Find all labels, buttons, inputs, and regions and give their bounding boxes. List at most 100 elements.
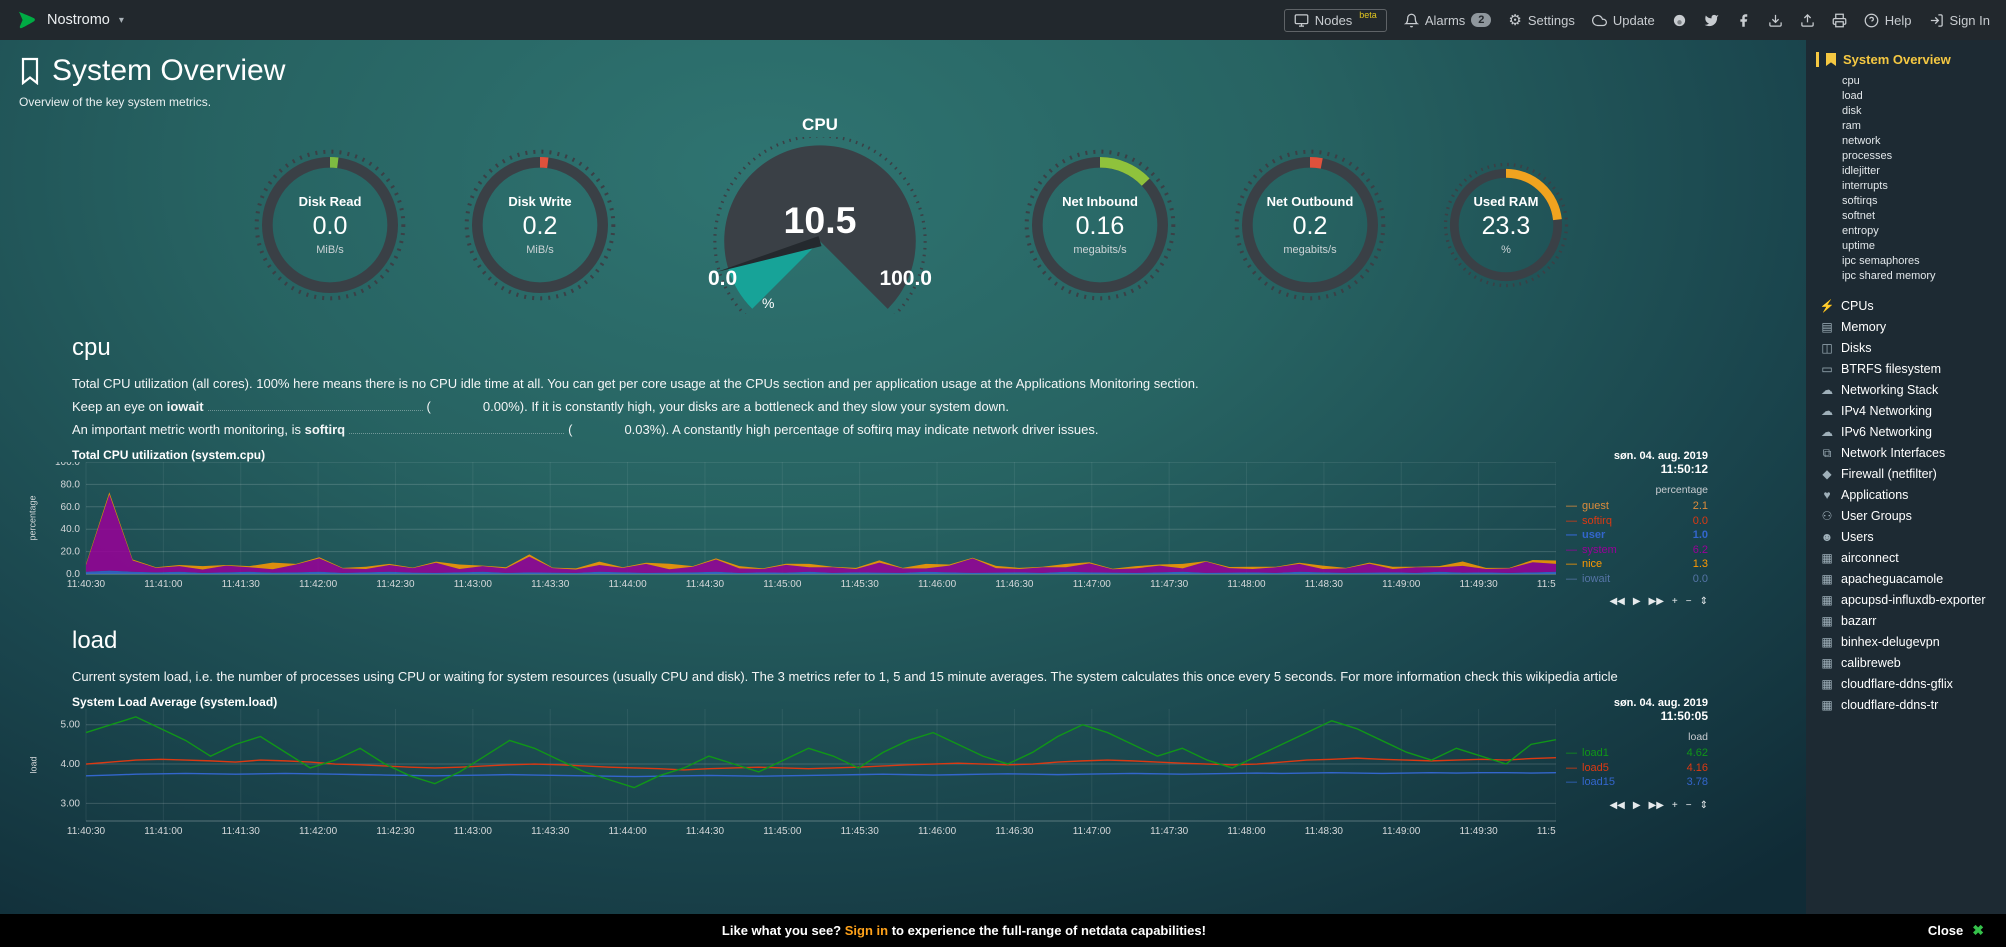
gauge-unit: %	[1501, 244, 1511, 256]
sidebar-subitem-interrupts[interactable]: interrupts	[1842, 180, 1888, 192]
svg-text:11:50:00: 11:50:00	[1537, 826, 1556, 837]
gauge-disk-read[interactable]: Disk Read 0.0 MiB/s	[250, 145, 410, 305]
print-button[interactable]	[1832, 13, 1847, 28]
sidebar-item-firewall-netfilter-[interactable]: ◆ Firewall (netfilter)	[1816, 464, 2002, 485]
sidebar-subitem-uptime[interactable]: uptime	[1842, 240, 1876, 252]
sidebar-subitem-entropy[interactable]: entropy	[1842, 225, 1879, 237]
chart-legend-load: søn. 04. aug. 2019 11:50:05 load — load1 4.62…	[1556, 697, 1708, 811]
gauge-value: 0.2	[1292, 212, 1328, 240]
legend-row-load1[interactable]: — load1 4.62	[1566, 746, 1708, 761]
gauge-net-outbound[interactable]: Net Outbound 0.2 megabits/s	[1230, 145, 1390, 305]
sidebar-item-binhex-delugevpn[interactable]: ▦ binhex-delugevpn	[1816, 632, 2002, 653]
sidebar-subitem-softnet[interactable]: softnet	[1842, 210, 1876, 222]
svg-text:11:47:30: 11:47:30	[1150, 826, 1189, 837]
sidebar-subitem-ram[interactable]: ram	[1842, 120, 1861, 132]
cpu-gauge[interactable]: CPU 10.5 0.0 100.0%	[670, 115, 970, 314]
sidebar-item-bazarr[interactable]: ▦ bazarr	[1816, 611, 2002, 632]
play-button[interactable]: ▶	[1632, 799, 1641, 811]
sidebar-subitem-cpu[interactable]: cpu	[1842, 75, 1860, 87]
sidebar-subitem-network[interactable]: network	[1842, 135, 1881, 147]
sidebar-subitem-idlejitter[interactable]: idlejitter	[1842, 165, 1880, 177]
settings-button[interactable]: ⚙ Settings	[1508, 13, 1574, 28]
export-snapshot-button[interactable]	[1800, 13, 1815, 28]
alarms-button[interactable]: Alarms 2	[1403, 13, 1492, 28]
sidebar-item-cpus[interactable]: ⚡ CPUs	[1816, 296, 2002, 317]
sidebar-subitem-processes[interactable]: processes	[1842, 150, 1893, 162]
sidebar-item-network-interfaces[interactable]: ⧉ Network Interfaces	[1816, 443, 2002, 464]
zoom-out-button[interactable]: −	[1685, 799, 1692, 811]
right-sidebar: System Overview cpu load disk ram network pro…	[1806, 40, 2006, 947]
legend-row-user[interactable]: — user 1.0	[1566, 528, 1708, 543]
legend-row-softirq[interactable]: — softirq 0.0	[1566, 514, 1708, 529]
sidebar-item-airconnect[interactable]: ▦ airconnect	[1816, 548, 2002, 569]
fast-forward-button[interactable]: ▶▶	[1648, 799, 1664, 811]
sidebar-item-label: calibreweb	[1841, 656, 1901, 670]
softirq-sparkline[interactable]	[349, 423, 565, 434]
sidebar-item-system-overview[interactable]: System Overview	[1816, 52, 2002, 67]
sidebar-subitem-disk[interactable]: disk	[1842, 105, 1862, 117]
zoom-in-button[interactable]: +	[1671, 799, 1678, 811]
sidebar-item-cloudflare-ddns-tr[interactable]: ▦ cloudflare-ddns-tr	[1816, 695, 2002, 716]
legend-row-iowait[interactable]: — iowait 0.0	[1566, 572, 1708, 587]
zoom-in-button[interactable]: +	[1671, 596, 1678, 607]
gauge-net-inbound[interactable]: Net Inbound 0.16 megabits/s	[1020, 145, 1180, 305]
gauge-used-ram[interactable]: Used RAM 23.3%	[1440, 159, 1572, 291]
facebook-button[interactable]	[1736, 13, 1751, 28]
zoom-out-button[interactable]: −	[1685, 596, 1692, 607]
gauge-disk-write[interactable]: Disk Write 0.2 MiB/s	[460, 145, 620, 305]
resize-button[interactable]: ⇕	[1699, 596, 1708, 607]
sidebar-item-networking-stack[interactable]: ☁ Networking Stack	[1816, 380, 2002, 401]
legend-row-guest[interactable]: — guest 2.1	[1566, 499, 1708, 514]
sidebar-item-user-groups[interactable]: ⚇ User Groups	[1816, 506, 2002, 527]
legend-name: softirq	[1582, 514, 1612, 527]
svg-text:11:44:30: 11:44:30	[686, 579, 725, 590]
nodes-button[interactable]: Nodes beta	[1283, 8, 1387, 32]
legend-row-load15[interactable]: — load15 3.78	[1566, 775, 1708, 790]
banner-close-button[interactable]: Close ✖	[1928, 922, 1984, 939]
sidebar-item-applications[interactable]: ♥ Applications	[1816, 485, 2002, 506]
sidebar-item-apcupsd-influxdb-exporter[interactable]: ▦ apcupsd-influxdb-exporter	[1816, 590, 2002, 611]
legend-row-system[interactable]: — system 6.2	[1566, 543, 1708, 558]
cpu-gauge-title: CPU	[802, 115, 838, 134]
github-button[interactable]	[1672, 13, 1687, 28]
sidebar-item-disks[interactable]: ◫ Disks	[1816, 338, 2002, 359]
sidebar-item-ipv6-networking[interactable]: ☁ IPv6 Networking	[1816, 422, 2002, 443]
help-label: Help	[1884, 12, 1912, 28]
legend-row-nice[interactable]: — nice 1.3	[1566, 557, 1708, 572]
text: to experience the full-range of netdata …	[888, 923, 1206, 938]
signin-link[interactable]: Sign in	[844, 923, 889, 938]
svg-text:11:46:30: 11:46:30	[995, 826, 1034, 837]
sidebar-item-users[interactable]: ☻ Users	[1816, 527, 2002, 548]
rewind-button[interactable]: ◀◀	[1609, 596, 1625, 607]
text: Like what you see?	[721, 923, 845, 938]
play-button[interactable]: ▶	[1632, 596, 1641, 607]
sidebar-sections: ⚡ CPUs ▤ Memory ◫ Disks ▭ BTRFS filesystem ☁ Netw…	[1816, 296, 2002, 716]
sidebar-item-btrfs-filesystem[interactable]: ▭ BTRFS filesystem	[1816, 359, 2002, 380]
resize-button[interactable]: ⇕	[1699, 799, 1708, 811]
import-snapshot-button[interactable]	[1768, 13, 1783, 28]
signin-button[interactable]: Sign In	[1929, 13, 1990, 28]
fast-forward-button[interactable]: ▶▶	[1648, 596, 1664, 607]
iowait-sparkline[interactable]	[207, 400, 423, 411]
twitter-button[interactable]	[1704, 13, 1719, 28]
plot-load[interactable]: 11:40:30 11:41:00 11:41:30 11:42:00 11:42:30…	[40, 709, 1556, 839]
legend-value: 0.0	[1692, 514, 1708, 527]
sidebar-item-cloudflare-ddns-gflix[interactable]: ▦ cloudflare-ddns-gflix	[1816, 674, 2002, 695]
sidebar-subitem-softirqs[interactable]: softirqs	[1842, 195, 1878, 207]
sidebar-subitem-load[interactable]: load	[1842, 90, 1863, 102]
rewind-button[interactable]: ◀◀	[1609, 799, 1625, 811]
sidebar-item-ipv4-networking[interactable]: ☁ IPv4 Networking	[1816, 401, 2002, 422]
sidebar-subitem-ipc-shared-memory[interactable]: ipc shared memory	[1842, 270, 1936, 282]
update-button[interactable]: Update	[1591, 13, 1655, 28]
legend-row-load5[interactable]: — load5 4.16	[1566, 761, 1708, 776]
sidebar-subitem-ipc-semaphores[interactable]: ipc semaphores	[1842, 255, 1920, 267]
node-selector[interactable]: Nostromo ▾	[16, 9, 124, 31]
help-button[interactable]: Help	[1864, 13, 1912, 28]
sidebar-item-calibreweb[interactable]: ▦ calibreweb	[1816, 653, 2002, 674]
plot-cpu[interactable]: 11:40:30 11:41:00 11:41:30 11:42:00 11:42:30…	[40, 462, 1556, 592]
svg-text:11:41:00: 11:41:00	[144, 826, 183, 837]
shield-icon: ◆	[1822, 467, 1832, 481]
sidebar-item-apacheguacamole[interactable]: ▦ apacheguacamole	[1816, 569, 2002, 590]
sidebar-item-memory[interactable]: ▤ Memory	[1816, 317, 2002, 338]
legend-units: percentage	[1655, 484, 1708, 496]
